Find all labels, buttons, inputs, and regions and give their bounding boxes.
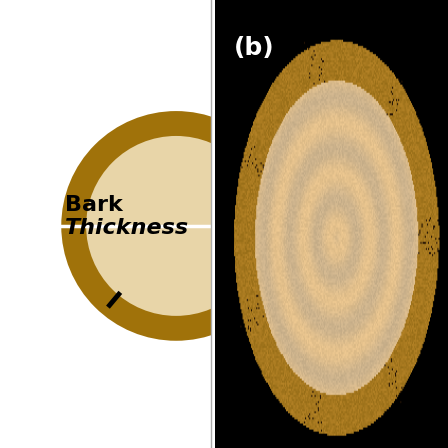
Text: Thickness: Thickness [65, 218, 189, 238]
Text: (b): (b) [234, 36, 274, 60]
Circle shape [61, 111, 291, 341]
Text: Bark: Bark [65, 195, 123, 215]
Circle shape [86, 136, 266, 316]
